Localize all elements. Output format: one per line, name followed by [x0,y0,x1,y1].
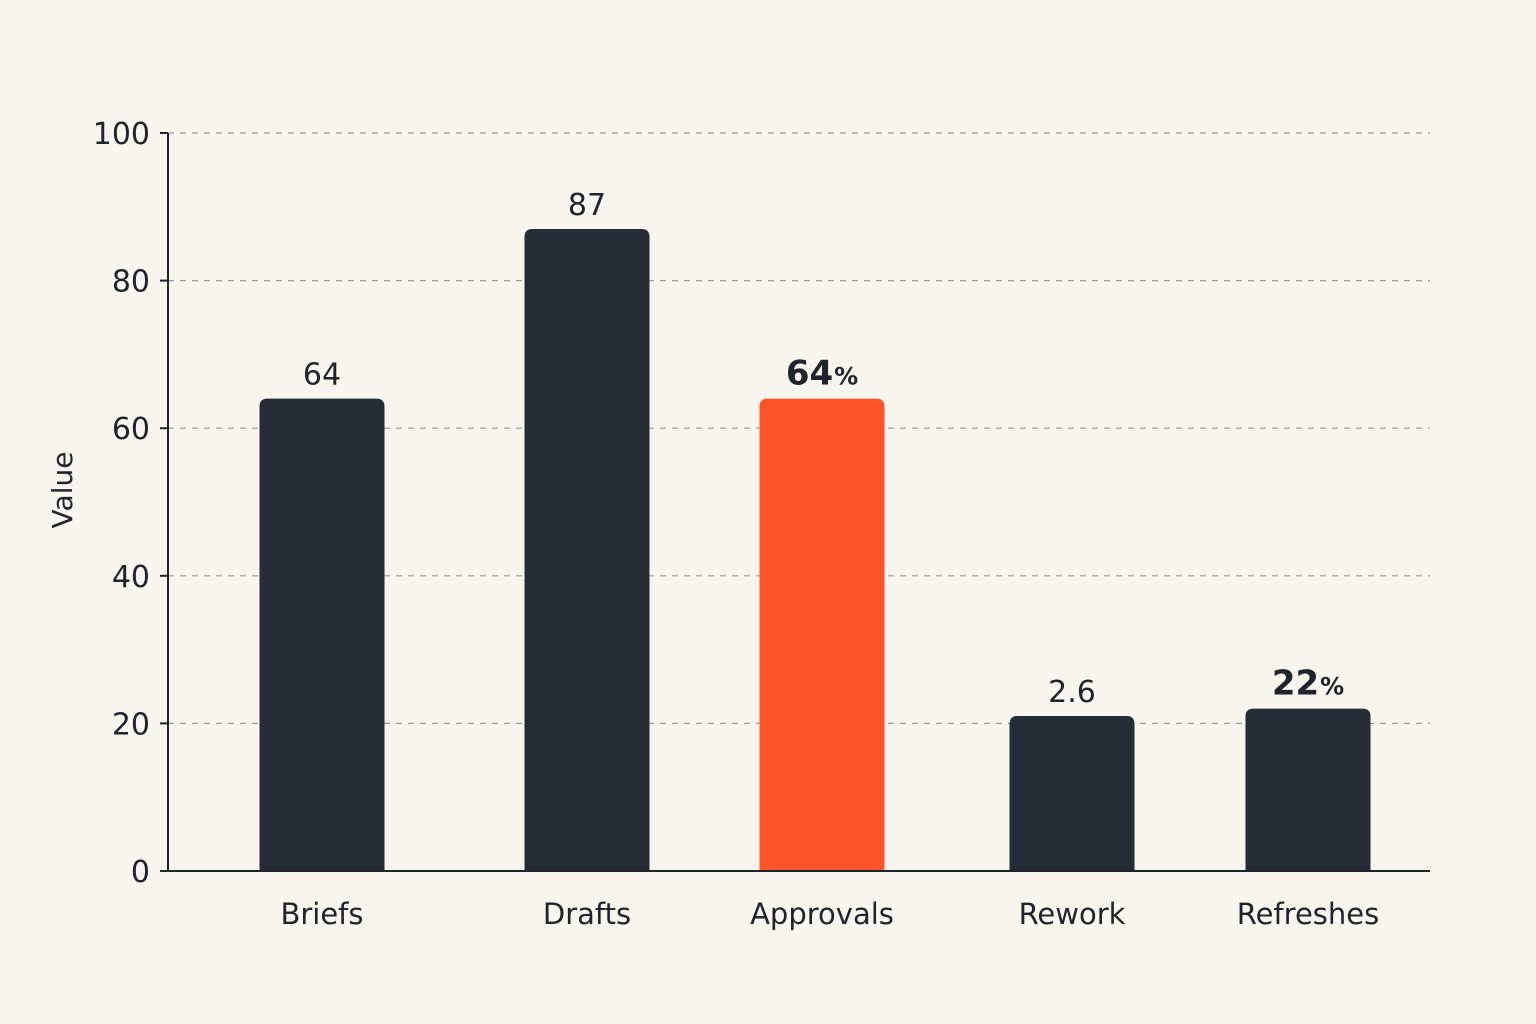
data-label: 2.6 [1048,675,1096,710]
y-tick-label: 80 [112,265,150,300]
y-tick-label: 60 [112,412,150,447]
y-axis-title: Value [46,452,79,529]
bar [1009,716,1135,871]
data-label-unit: % [834,363,858,391]
data-label-value: 22 [1272,664,1319,704]
bar [524,228,650,871]
data-label-unit: % [1320,673,1344,701]
data-label: 87 [568,188,606,223]
x-category-label: Briefs [280,897,363,931]
data-label: 64% [786,354,858,394]
data-label-value: 2.6 [1048,675,1096,710]
labels: 0 20 40 60 80 100 64 Briefs 87 Drafts 64% Approvals… [46,117,1379,931]
axes [160,132,1430,872]
bar [759,398,885,871]
y-tick-label: 20 [112,707,150,742]
x-category-label: Rework [1019,897,1126,931]
y-tick-label: 40 [112,560,150,595]
x-category-label: Approvals [750,897,894,931]
data-label: 64 [303,358,341,393]
bars [259,228,1371,871]
data-label: 22% [1272,664,1344,704]
bar [259,398,385,871]
data-label-value: 64 [786,354,833,394]
y-tick-label: 100 [93,117,150,152]
x-category-label: Refreshes [1237,897,1379,931]
bar [1245,708,1371,871]
data-label-value: 64 [303,358,341,393]
x-category-label: Drafts [543,897,631,931]
data-label-value: 87 [568,188,606,223]
y-tick-label: 0 [131,855,150,890]
